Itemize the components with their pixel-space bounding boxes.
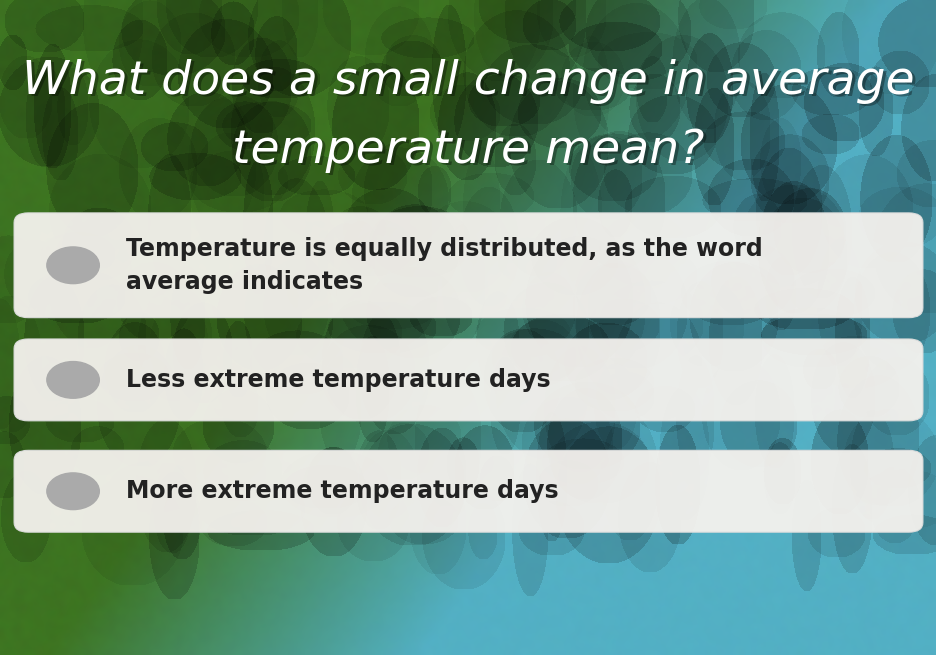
- Circle shape: [47, 473, 99, 510]
- Circle shape: [47, 247, 99, 284]
- FancyBboxPatch shape: [14, 213, 922, 318]
- Text: What does a small change in average: What does a small change in average: [25, 62, 916, 106]
- FancyBboxPatch shape: [14, 339, 922, 421]
- FancyBboxPatch shape: [14, 451, 922, 532]
- Text: Temperature is equally distributed, as the word
average indicates: Temperature is equally distributed, as t…: [126, 236, 763, 294]
- Circle shape: [47, 362, 99, 398]
- Text: Less extreme temperature days: Less extreme temperature days: [126, 368, 550, 392]
- Text: temperature mean?: temperature mean?: [235, 130, 707, 175]
- Text: What does a small change in average: What does a small change in average: [22, 60, 914, 104]
- Text: temperature mean?: temperature mean?: [232, 128, 704, 173]
- Text: More extreme temperature days: More extreme temperature days: [126, 479, 559, 503]
